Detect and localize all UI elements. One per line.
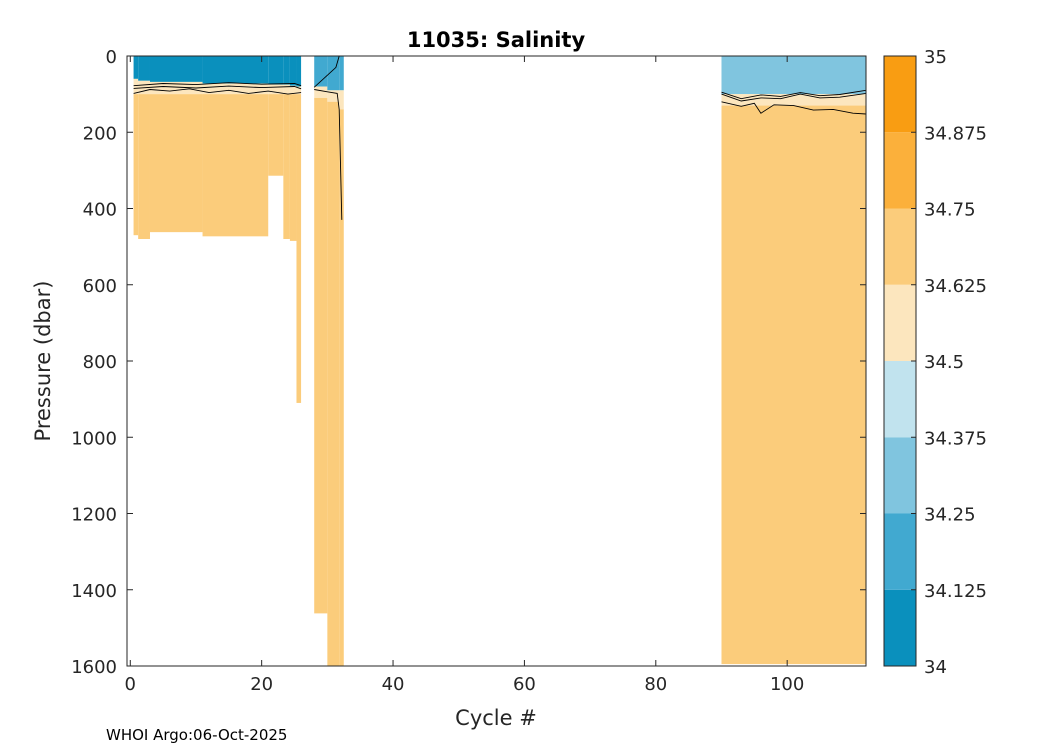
x-axis-label: Cycle #: [455, 706, 537, 730]
profile-9-transition-layer: [314, 86, 328, 98]
profile-11-surface-layer: [339, 56, 344, 91]
colorbar-tick-label: 34.375: [924, 428, 987, 449]
contour-line-5: [313, 55, 340, 88]
colorbar-level-3: [884, 437, 916, 514]
colorbar-tick-label: 34.875: [924, 123, 987, 144]
profile-9-surface-layer: [314, 56, 328, 87]
profile-10-deep-layer: [327, 101, 340, 666]
salinity-fill-layer: [133, 56, 866, 666]
contour-line-7: [721, 92, 867, 102]
x-tick-label: 60: [513, 674, 536, 695]
y-tick-label: 400: [83, 200, 117, 221]
profile-6-surface-layer: [283, 56, 290, 85]
profile-8-transition-layer: [296, 86, 302, 95]
colorbar-levels: [884, 56, 916, 666]
profile-10-transition-layer: [327, 90, 340, 102]
colorbar-level-2: [884, 513, 916, 590]
contour-line-8: [721, 101, 867, 115]
colorbar-level-1: [884, 589, 916, 666]
colorbar-tick-label: 34.5: [924, 352, 964, 373]
contour-line-3: [133, 88, 302, 95]
colorbar-level-6: [884, 208, 916, 285]
colorbar: 34 34.125 34.25 34.375 34.5 34.625 34.75 34.875…: [883, 47, 987, 678]
profile-4-surface-layer: [202, 56, 269, 84]
profile-7-transition-layer: [289, 85, 297, 95]
profile-3-transition-layer: [149, 81, 203, 95]
profile-9-deep-layer: [314, 97, 328, 614]
y-tick-label: 600: [83, 276, 117, 297]
profile-4-transition-layer: [202, 83, 269, 95]
profile-2-deep-layer: [138, 94, 150, 239]
profile-6-deep-layer: [283, 94, 290, 239]
y-tick-label: 1600: [71, 657, 117, 678]
profile-7-surface-layer: [289, 56, 297, 86]
colorbar-level-8: [884, 56, 916, 133]
x-axis-ticks: 0 20 40 60 80 100: [125, 56, 804, 695]
colorbar-tick-label: 34.75: [924, 200, 976, 221]
profile-7-deep-layer: [289, 94, 297, 241]
profile-12-deep-layer: [721, 105, 866, 665]
profile-12-surface-layer: [721, 56, 866, 95]
colorbar-tick-label: 35: [924, 47, 947, 68]
profile-3-deep-layer: [149, 94, 203, 233]
profile-5-surface-layer: [268, 56, 284, 85]
profile-3-surface-layer: [149, 56, 203, 82]
colorbar-ticks: 34 34.125 34.25 34.375 34.5 34.625 34.75 34.875…: [911, 47, 987, 678]
y-axis-label: Pressure (dbar): [31, 281, 55, 442]
y-tick-label: 0: [106, 47, 117, 68]
profile-1-transition-layer: [133, 78, 139, 95]
y-tick-label: 800: [83, 352, 117, 373]
profile-11-transition-layer: [339, 90, 344, 110]
contour-line-4: [314, 89, 343, 220]
x-tick-label: 100: [770, 674, 804, 695]
profile-10-surface-layer: [327, 56, 340, 91]
profile-8-deep-layer: [296, 94, 302, 403]
profile-11-deep-layer: [339, 109, 344, 666]
contour-line-6: [721, 89, 867, 100]
colorbar-tick-label: 34: [924, 657, 947, 678]
contour-layer: [133, 55, 867, 220]
profile-4-deep-layer: [202, 94, 269, 237]
y-tick-label: 1200: [71, 505, 117, 526]
colorbar-level-7: [884, 132, 916, 209]
y-tick-label: 200: [83, 123, 117, 144]
colorbar-tick-label: 34.625: [924, 276, 987, 297]
chart-title: 11035: Salinity: [407, 28, 586, 52]
contour-line-1: [133, 82, 302, 87]
y-tick-label: 1000: [71, 428, 117, 449]
x-tick-label: 20: [250, 674, 273, 695]
profile-2-surface-layer: [138, 56, 150, 81]
profile-6-transition-layer: [283, 84, 290, 95]
profile-12-transition-layer: [721, 94, 866, 106]
colorbar-level-4: [884, 361, 916, 438]
x-tick-label: 40: [382, 674, 405, 695]
x-tick-label: 80: [644, 674, 667, 695]
plot-area: 0 20 40 60 80 100 0 200 400 600 800 1000 1200 1400 16…: [71, 47, 867, 695]
colorbar-tick-label: 34.125: [924, 581, 987, 602]
footer-credit: WHOI Argo:06-Oct-2025: [106, 726, 287, 744]
profile-1-surface-layer: [133, 56, 139, 79]
contour-line-2: [133, 85, 302, 90]
profile-5-transition-layer: [268, 84, 284, 95]
y-axis-ticks: 0 200 400 600 800 1000 1200 1400 1600: [71, 47, 866, 678]
colorbar-level-5: [884, 284, 916, 361]
profile-5-deep-layer: [268, 94, 284, 176]
y-tick-label: 1400: [71, 581, 117, 602]
profile-8-surface-layer: [296, 56, 302, 87]
profile-1-deep-layer: [133, 94, 139, 236]
colorbar-tick-label: 34.25: [924, 505, 976, 526]
x-tick-label: 0: [125, 674, 136, 695]
